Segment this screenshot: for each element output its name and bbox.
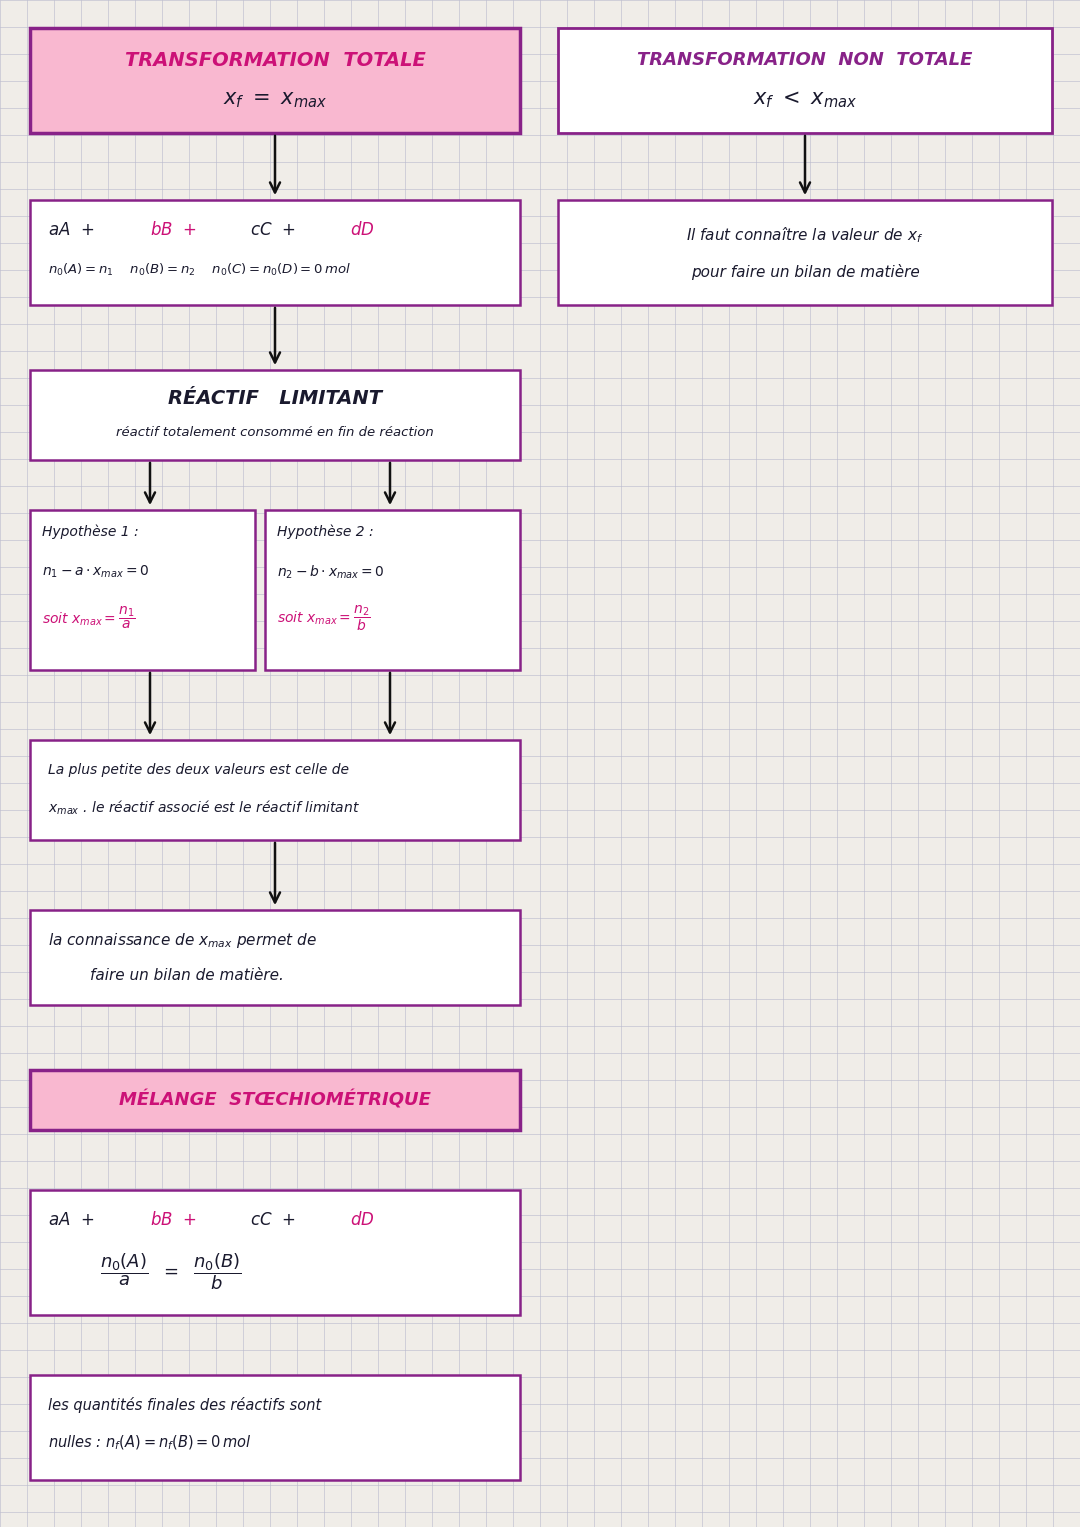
- Text: nulles : $n_f(A) = n_f(B) = 0\,mol$: nulles : $n_f(A) = n_f(B) = 0\,mol$: [48, 1434, 252, 1452]
- Text: les quantités finales des réactifs sont: les quantités finales des réactifs sont: [48, 1397, 321, 1412]
- Text: $n_2 - b \cdot x_{max} = 0$: $n_2 - b \cdot x_{max} = 0$: [276, 563, 384, 580]
- Text: pour faire un bilan de matière: pour faire un bilan de matière: [690, 264, 919, 279]
- Text: $x_{max}$ . le réactif associé est le réactif limitant: $x_{max}$ . le réactif associé est le ré…: [48, 799, 360, 817]
- FancyBboxPatch shape: [30, 1070, 519, 1130]
- Text: la connaissance de $x_{max}$ permet de: la connaissance de $x_{max}$ permet de: [48, 930, 316, 950]
- Text: $\dfrac{n_0(A)}{a}$  $=$  $\dfrac{n_0(B)}{b}$: $\dfrac{n_0(A)}{a}$ $=$ $\dfrac{n_0(B)}{…: [100, 1252, 242, 1292]
- Text: $x_f\ <\ x_{max}$: $x_f\ <\ x_{max}$: [753, 90, 858, 110]
- Text: La plus petite des deux valeurs est celle de: La plus petite des deux valeurs est cell…: [48, 764, 349, 777]
- Text: $d$D: $d$D: [350, 221, 375, 240]
- FancyBboxPatch shape: [30, 1190, 519, 1315]
- FancyBboxPatch shape: [30, 910, 519, 1005]
- Text: Hypothèse 1 :: Hypothèse 1 :: [42, 525, 138, 539]
- Text: soit $x_{max} = \dfrac{n_1}{a}$: soit $x_{max} = \dfrac{n_1}{a}$: [42, 605, 136, 631]
- Text: $c$C  $+$: $c$C $+$: [249, 1211, 296, 1229]
- Text: $a$A  $+$: $a$A $+$: [48, 221, 94, 240]
- FancyBboxPatch shape: [30, 27, 519, 133]
- Text: faire un bilan de matière.: faire un bilan de matière.: [90, 968, 284, 982]
- Text: réactif totalement consommé en fin de réaction: réactif totalement consommé en fin de ré…: [117, 426, 434, 438]
- FancyBboxPatch shape: [265, 510, 519, 670]
- FancyBboxPatch shape: [30, 741, 519, 840]
- Text: $b$B  $+$: $b$B $+$: [150, 221, 197, 240]
- Text: $d$D: $d$D: [350, 1211, 375, 1229]
- FancyBboxPatch shape: [30, 200, 519, 305]
- Text: $c$C  $+$: $c$C $+$: [249, 221, 296, 240]
- Text: $a$A  $+$: $a$A $+$: [48, 1211, 94, 1229]
- Text: TRANSFORMATION  TOTALE: TRANSFORMATION TOTALE: [124, 50, 426, 70]
- Text: $n_0(A)=n_1$    $n_0(B)=n_2$    $n_0(C)=n_0(D)=0\,mol$: $n_0(A)=n_1$ $n_0(B)=n_2$ $n_0(C)=n_0(D)…: [48, 263, 351, 278]
- FancyBboxPatch shape: [30, 1374, 519, 1480]
- FancyBboxPatch shape: [558, 27, 1052, 133]
- Text: TRANSFORMATION  NON  TOTALE: TRANSFORMATION NON TOTALE: [637, 50, 973, 69]
- Text: Il faut connaître la valeur de $x_f$: Il faut connaître la valeur de $x_f$: [687, 224, 923, 244]
- Text: $x_f\ =\ x_{max}$: $x_f\ =\ x_{max}$: [222, 90, 327, 110]
- Text: soit $x_{max} = \dfrac{n_2}{b}$: soit $x_{max} = \dfrac{n_2}{b}$: [276, 603, 370, 632]
- Text: RÉACTIF   LIMITANT: RÉACTIF LIMITANT: [168, 388, 382, 408]
- FancyBboxPatch shape: [30, 510, 255, 670]
- Text: $b$B  $+$: $b$B $+$: [150, 1211, 197, 1229]
- FancyBboxPatch shape: [558, 200, 1052, 305]
- Text: $n_1 - a \cdot x_{max} = 0$: $n_1 - a \cdot x_{max} = 0$: [42, 563, 149, 580]
- Text: Hypothèse 2 :: Hypothèse 2 :: [276, 525, 374, 539]
- FancyBboxPatch shape: [30, 370, 519, 460]
- Text: MÉLANGE  STŒCHIOMÉTRIQUE: MÉLANGE STŒCHIOMÉTRIQUE: [119, 1090, 431, 1110]
